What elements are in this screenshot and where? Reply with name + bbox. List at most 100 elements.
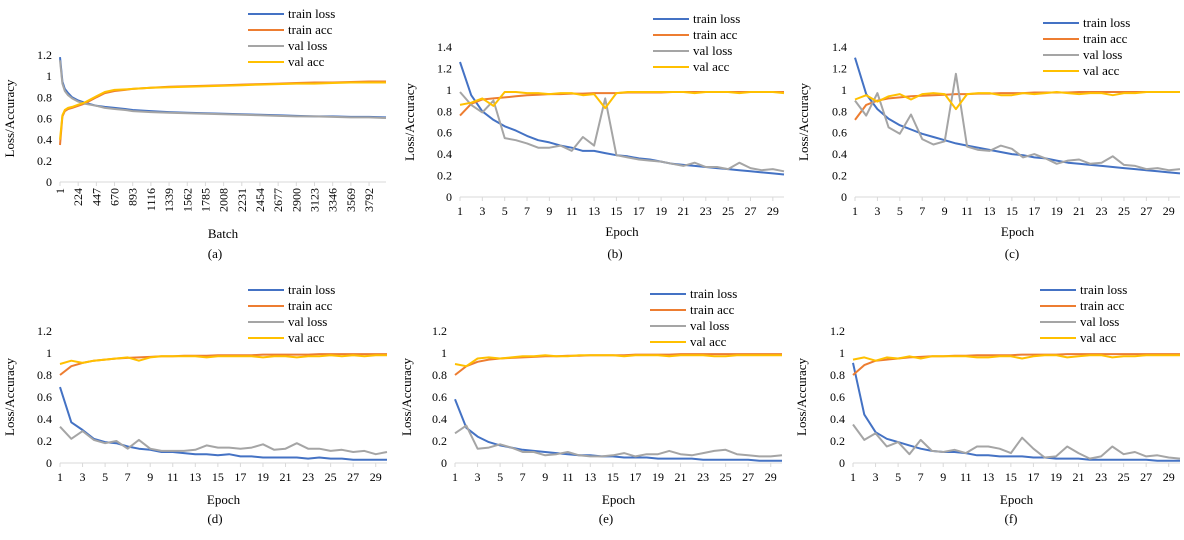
- y-tick-label: 0.4: [37, 412, 52, 426]
- x-tick-label: 15: [607, 470, 619, 484]
- series-line-val-acc: [59, 354, 387, 365]
- legend-label: train acc: [1083, 31, 1128, 46]
- x-tick-label: 23: [302, 470, 314, 484]
- x-tick-label: 1: [57, 470, 63, 484]
- x-axis-label: Batch: [208, 226, 239, 241]
- x-tick-label: 11: [961, 204, 973, 218]
- y-tick-label: 0.8: [437, 104, 452, 118]
- x-tick-label: 5: [895, 470, 901, 484]
- series-line-val-loss: [59, 60, 387, 119]
- x-tick-label: 17: [234, 470, 246, 484]
- legend-label: val acc: [1080, 330, 1117, 345]
- series-line-val-loss: [59, 426, 388, 456]
- x-tick-label: 3: [80, 470, 86, 484]
- x-tick-label: 11: [960, 470, 972, 484]
- x-tick-label: 29: [1163, 204, 1175, 218]
- y-tick-label: 0.2: [832, 169, 847, 183]
- x-tick-label: 17: [629, 470, 641, 484]
- y-tick-label: 0.4: [830, 412, 845, 426]
- x-tick-label: 17: [633, 204, 645, 218]
- legend-label: val acc: [693, 59, 730, 74]
- series-line-train-loss: [454, 398, 782, 462]
- x-tick-label: 9: [940, 470, 946, 484]
- series-line-val-acc: [459, 91, 785, 110]
- x-tick-label: 27: [347, 470, 359, 484]
- x-tick-label: 19: [257, 470, 269, 484]
- y-tick-label: 0.8: [37, 368, 52, 382]
- y-tick-label: 0.6: [37, 112, 52, 126]
- chart-panel-d: 00.20.40.60.811.21 3 5 7 9 11 13 15 17 19 21 23 25 27…: [2, 282, 388, 526]
- x-tick-label: 29: [370, 470, 382, 484]
- y-tick-label: 1: [46, 346, 52, 360]
- legend-label: val loss: [693, 43, 732, 58]
- y-tick-label: 1.2: [37, 324, 52, 338]
- y-tick-label: 1: [839, 346, 845, 360]
- chart-panel-c: 00.20.40.60.811.21.41 3 5 7 9 11 13 15 17 19 21 23 2…: [796, 15, 1181, 261]
- x-tick-label: 11: [562, 470, 574, 484]
- x-tick-label: 19: [1050, 470, 1062, 484]
- x-tick-label: 5: [897, 204, 903, 218]
- y-axis-label: Loss/Accuracy: [2, 358, 17, 436]
- series-line-val-loss: [854, 72, 1181, 172]
- y-tick-label: 0.6: [830, 390, 845, 404]
- x-tick-label: 3: [475, 470, 481, 484]
- x-tick-label: 7: [918, 470, 924, 484]
- x-tick-label: 3: [874, 204, 880, 218]
- x-tick-label: 29: [1163, 470, 1175, 484]
- x-tick-label: 11: [167, 470, 179, 484]
- y-tick-label: 0.4: [437, 147, 452, 161]
- y-axis-label: Loss/Accuracy: [402, 83, 417, 161]
- x-tick-label: 25: [720, 470, 732, 484]
- x-tick-label: 25: [325, 470, 337, 484]
- legend-label: train acc: [1080, 298, 1125, 313]
- x-tick-label: 5: [497, 470, 503, 484]
- series-line-val-loss: [459, 91, 785, 173]
- series-line-train-loss: [459, 61, 785, 176]
- x-tick-label: 1: [457, 204, 463, 218]
- y-tick-label: 0.4: [37, 133, 52, 147]
- y-tick-label: 1: [446, 83, 452, 97]
- panel-caption: (e): [599, 511, 613, 526]
- series-line-val-acc: [454, 354, 782, 368]
- y-tick-label: 0.6: [37, 390, 52, 404]
- y-tick-label: 0.2: [37, 154, 52, 168]
- legend-label: train acc: [288, 298, 333, 313]
- y-tick-label: 1.2: [832, 61, 847, 75]
- x-axis-label: Epoch: [1001, 224, 1035, 239]
- x-tick-label: 9: [147, 470, 153, 484]
- x-tick-label: 9: [542, 470, 548, 484]
- x-tick-label: 7: [125, 470, 131, 484]
- x-tick-label: 21: [677, 204, 689, 218]
- y-axis-label: Loss/Accuracy: [399, 358, 414, 436]
- x-tick-label: 15: [610, 204, 622, 218]
- series-line-val-acc: [59, 81, 386, 140]
- y-tick-label: 1.2: [432, 324, 447, 338]
- x-tick-label: 3792: [362, 188, 376, 212]
- x-tick-label: 3: [873, 470, 879, 484]
- x-tick-label: 21: [1073, 470, 1085, 484]
- legend-label: train acc: [693, 27, 738, 42]
- x-tick-label: 1562: [180, 188, 194, 212]
- y-axis-label: Loss/Accuracy: [796, 83, 811, 161]
- legend-label: train loss: [1080, 282, 1127, 297]
- x-axis-label: Epoch: [1000, 492, 1034, 507]
- x-tick-label: 3569: [344, 188, 358, 212]
- x-tick-label: 7: [520, 470, 526, 484]
- y-tick-label: 0: [839, 456, 845, 470]
- x-tick-label: 21: [1073, 204, 1085, 218]
- legend-label: val acc: [690, 334, 727, 349]
- x-tick-label: 19: [652, 470, 664, 484]
- x-tick-label: 15: [1006, 204, 1018, 218]
- x-axis-label: Epoch: [605, 224, 639, 239]
- x-tick-label: 23: [697, 470, 709, 484]
- y-tick-label: 0: [46, 456, 52, 470]
- panel-caption: (b): [607, 246, 622, 261]
- y-tick-label: 0.6: [437, 126, 452, 140]
- x-tick-label: 3346: [326, 188, 340, 212]
- x-tick-label: 3123: [308, 188, 322, 212]
- x-tick-label: 224: [71, 188, 85, 206]
- x-tick-label: 27: [1140, 470, 1152, 484]
- x-tick-label: 1116: [144, 188, 158, 211]
- x-tick-label: 2900: [289, 188, 303, 212]
